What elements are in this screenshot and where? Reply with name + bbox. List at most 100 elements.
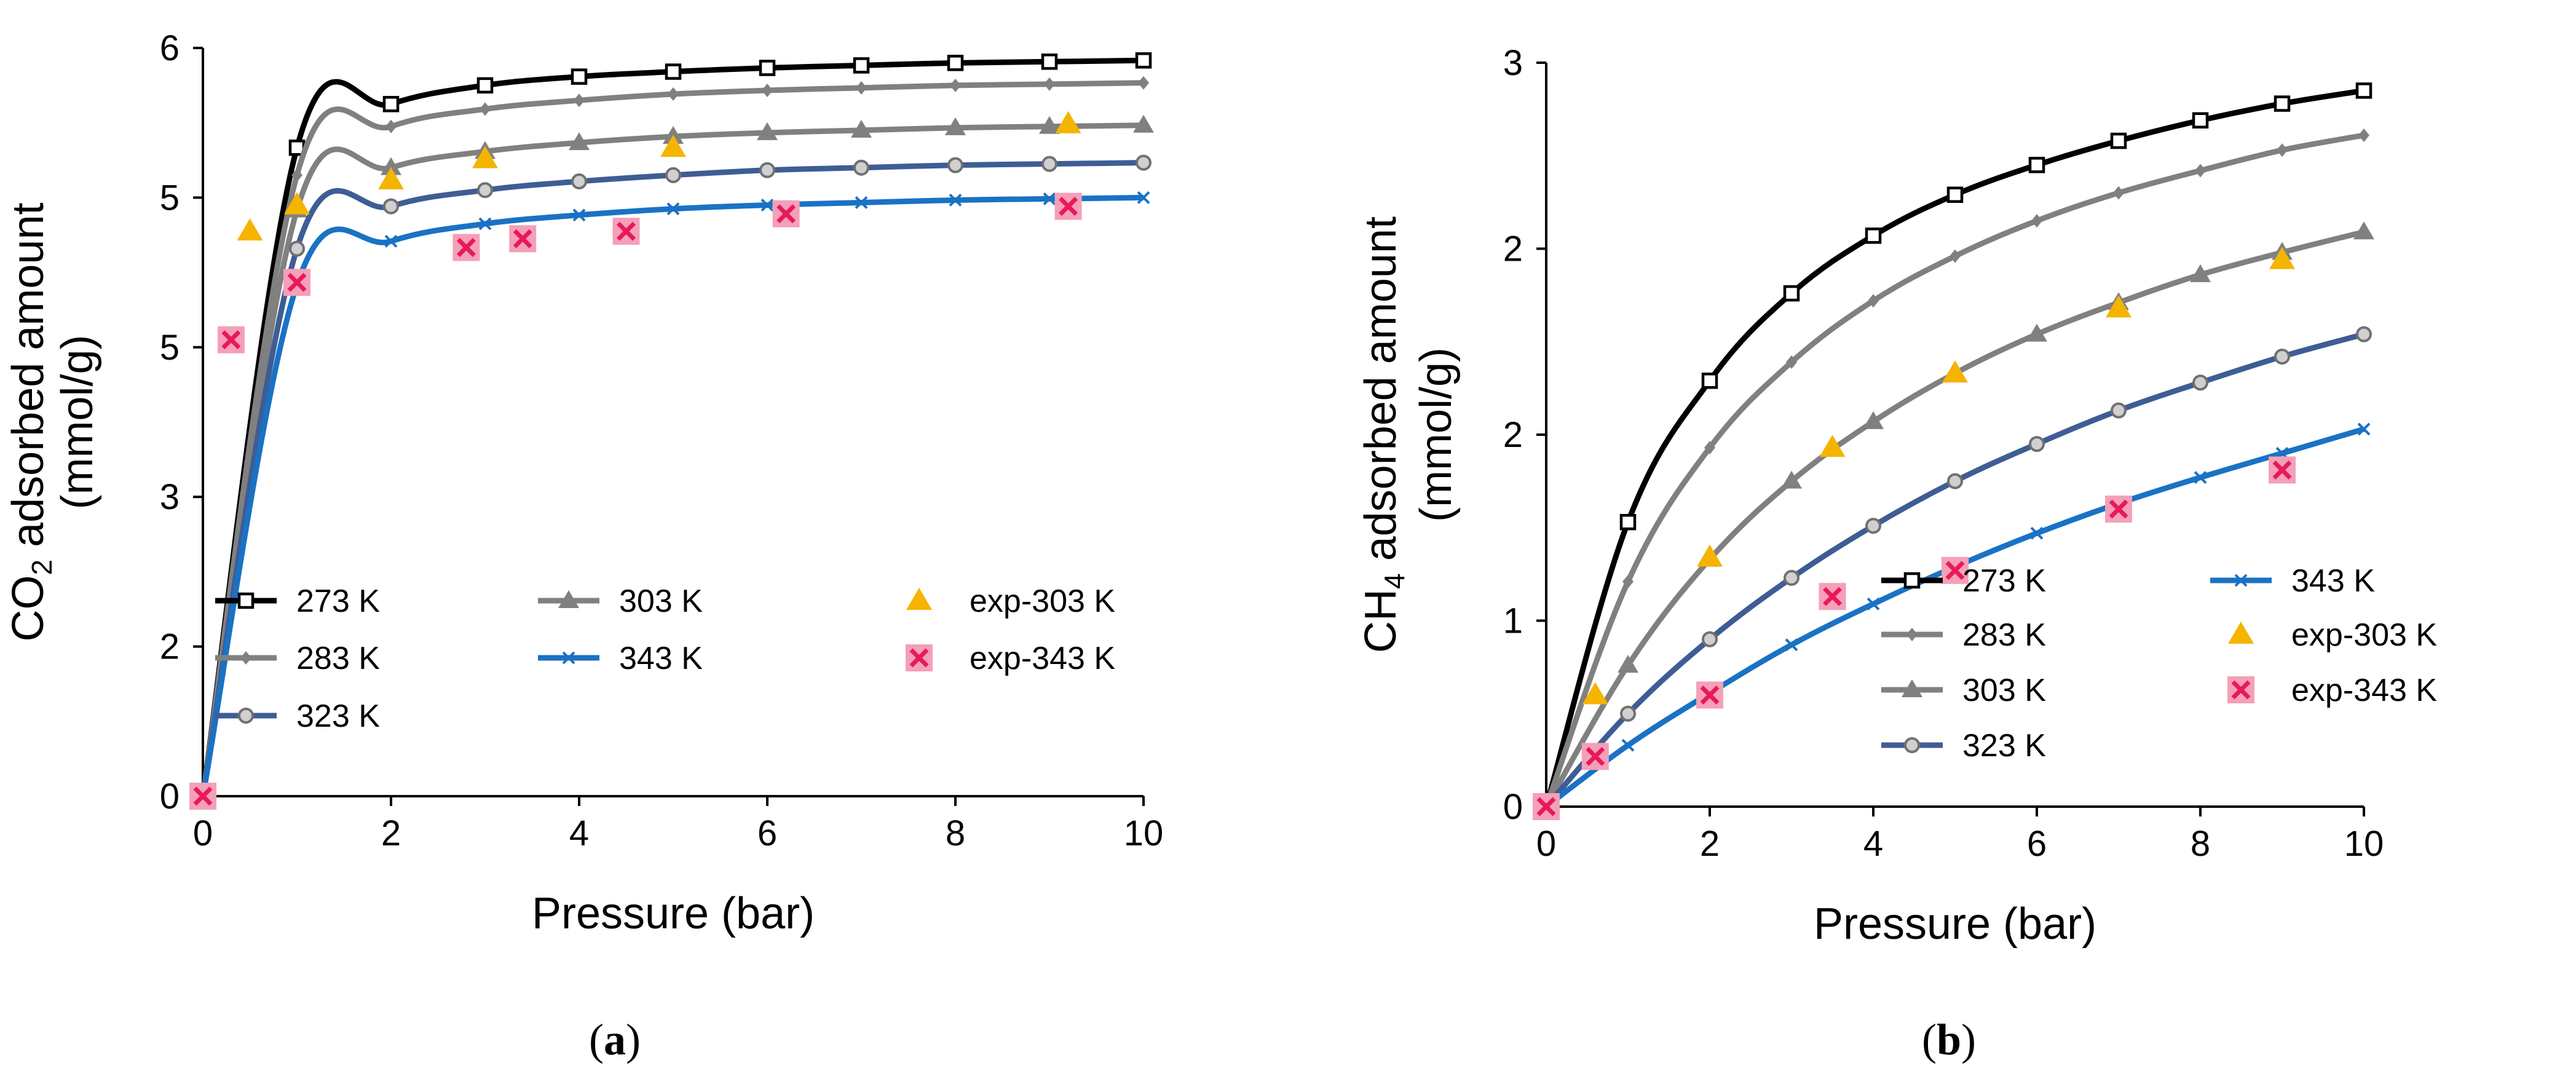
- data-point: [2030, 526, 2044, 540]
- data-point: [665, 63, 682, 80]
- data-point: [1041, 156, 1057, 172]
- data-point: [2358, 128, 2369, 142]
- series-exp-303-k: [1582, 247, 2295, 705]
- x-tick-label: 2: [1700, 824, 1720, 864]
- data-point: [2357, 422, 2371, 436]
- series-323-k: [1544, 326, 2372, 808]
- data-point: [289, 240, 305, 257]
- data-point: [2113, 186, 2124, 200]
- legend-marker: [906, 588, 932, 610]
- data-point: [772, 200, 800, 227]
- data-point: [1784, 569, 1800, 586]
- data-point: [574, 93, 585, 108]
- data-point: [1947, 473, 1963, 489]
- legend-marker: [906, 644, 933, 671]
- legend-label: 303 K: [619, 583, 703, 619]
- data-point: [2192, 374, 2208, 391]
- data-point: [1863, 411, 1884, 429]
- y-axis-title: CO2 adsorbed amount: [4, 203, 58, 642]
- data-point: [853, 57, 870, 74]
- data-point: [291, 168, 302, 182]
- data-point: [949, 194, 962, 207]
- legend-label: 273 K: [1962, 563, 2046, 599]
- data-point: [1621, 738, 1635, 752]
- data-point: [762, 83, 773, 97]
- data-point: [2194, 471, 2207, 484]
- data-point: [945, 117, 966, 135]
- x-tick-label: 4: [1863, 824, 1883, 864]
- x-tick-label: 10: [1124, 813, 1164, 853]
- legend-marker: [558, 590, 579, 608]
- legend-entry: 303 K: [538, 583, 703, 619]
- data-point: [2026, 323, 2047, 342]
- y-tick-label: 2: [1503, 229, 1523, 269]
- legend-marker: [562, 651, 575, 665]
- data-point: [2029, 436, 2045, 453]
- data-point: [569, 132, 590, 151]
- data-point: [1044, 77, 1055, 91]
- data-point: [660, 135, 686, 157]
- x-tick-label: 0: [193, 813, 213, 853]
- data-point: [1946, 186, 1964, 204]
- legend-marker: [1903, 572, 1921, 589]
- y-tick-label: 3: [160, 477, 180, 517]
- legend-label: 323 K: [1962, 728, 2046, 764]
- legend-marker: [1902, 679, 1922, 697]
- data-point: [947, 157, 963, 173]
- data-point: [378, 167, 404, 190]
- legend-label: 323 K: [296, 698, 380, 734]
- data-point: [2105, 496, 2132, 523]
- data-point: [509, 225, 537, 253]
- data-point: [1781, 470, 1802, 489]
- data-point: [452, 234, 480, 261]
- y-tick-label: 2: [1503, 415, 1523, 455]
- y-tick-label: 6: [160, 28, 180, 68]
- data-point: [851, 119, 872, 138]
- data-point: [1618, 655, 1638, 673]
- series-283-k: [1543, 128, 2369, 808]
- data-point: [572, 208, 586, 222]
- legend-label: 283 K: [296, 641, 380, 676]
- data-point: [855, 196, 868, 209]
- data-point: [1619, 513, 1637, 531]
- data-point: [1785, 638, 1798, 652]
- x-tick-label: 6: [757, 813, 777, 853]
- x-axis-title: Pressure (bar): [1814, 899, 2096, 949]
- x-tick-label: 8: [2191, 824, 2210, 864]
- y-tick-label: 5: [160, 178, 180, 218]
- data-point: [1867, 597, 1880, 611]
- y-axis-unit: (mmol/g): [1412, 347, 1461, 522]
- data-point: [759, 162, 775, 178]
- data-point: [2355, 82, 2373, 99]
- data-point: [571, 173, 587, 190]
- legend-entry: 323 K: [215, 698, 380, 734]
- legend-entry: 283 K: [215, 641, 380, 676]
- data-point: [612, 218, 640, 245]
- data-point: [1942, 556, 1969, 584]
- legend-label: exp-303 K: [2291, 617, 2437, 653]
- data-point: [2356, 326, 2372, 342]
- y-tick-label: 3: [1503, 43, 1523, 83]
- series-line: [1544, 229, 2365, 808]
- data-point: [384, 234, 398, 248]
- data-point: [1137, 191, 1150, 204]
- data-point: [2192, 112, 2209, 129]
- legend-entry: 303 K: [1881, 673, 2046, 708]
- data-point: [1055, 111, 1081, 133]
- data-point: [2269, 247, 2295, 269]
- series-283-k: [200, 76, 1149, 797]
- legend-entry: 273 K: [1881, 563, 2046, 599]
- data-point: [853, 159, 869, 176]
- data-point: [1865, 227, 1882, 244]
- legend-label: exp-343 K: [970, 641, 1115, 676]
- legend-label: 343 K: [2291, 563, 2375, 599]
- data-point: [2274, 348, 2290, 365]
- data-point: [950, 78, 961, 92]
- y-axis-title: CH4 adsorbed amount: [1356, 216, 1410, 653]
- data-point: [478, 217, 492, 231]
- data-point: [571, 68, 588, 85]
- legend-entry: 323 K: [1881, 728, 2046, 764]
- data-point: [666, 202, 680, 216]
- series-exp-343-k: [1533, 456, 2296, 820]
